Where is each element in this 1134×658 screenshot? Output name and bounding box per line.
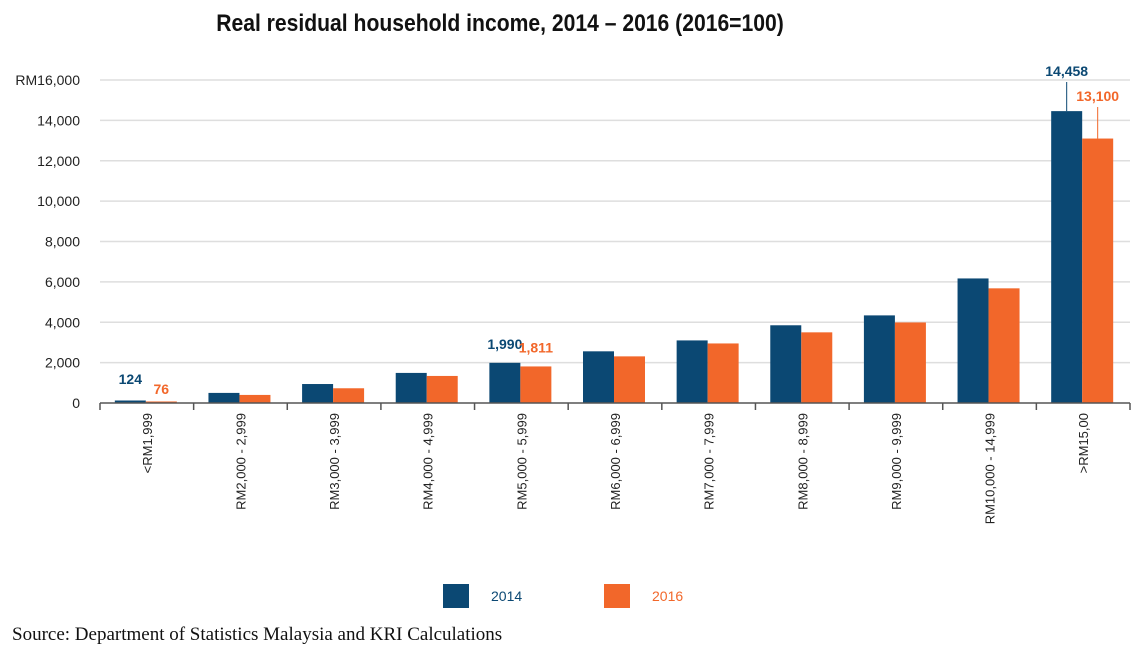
bar-2016 <box>988 288 1020 403</box>
y-tick-label: 10,000 <box>37 193 80 209</box>
legend-label: 2014 <box>491 588 522 604</box>
bar-2016 <box>614 356 645 403</box>
bar-2014 <box>1051 111 1083 404</box>
bar-2014 <box>863 315 895 403</box>
bar-2016 <box>520 366 552 403</box>
legend-swatch-2014 <box>443 584 469 608</box>
x-tick-label: <RM1,999 <box>140 413 155 473</box>
bar-2014 <box>114 400 146 403</box>
x-tick-label: RM7,000 - 7,999 <box>702 413 717 510</box>
x-tick-label: RM4,000 - 4,999 <box>421 413 436 510</box>
bar-2014 <box>208 392 240 403</box>
legend-label: 2016 <box>652 588 683 604</box>
bar-2016 <box>707 343 739 403</box>
data-label: 76 <box>154 381 170 397</box>
data-label: 14,458 <box>1045 63 1088 79</box>
x-tick-label: RM6,000 - 6,999 <box>608 413 623 510</box>
y-tick-label: 0 <box>72 395 80 411</box>
bar-2016 <box>426 375 458 403</box>
y-tick-label: 2,000 <box>45 355 80 371</box>
x-tick-label: RM2,000 - 2,999 <box>233 413 248 510</box>
y-tick-label: 14,000 <box>37 112 80 128</box>
y-tick-label: RM16,000 <box>15 72 80 88</box>
y-tick-label: 4,000 <box>45 314 80 330</box>
bar-2014 <box>676 340 708 403</box>
data-label: 124 <box>119 371 143 387</box>
y-tick-label: 8,000 <box>45 234 80 250</box>
bar-2016 <box>801 332 833 403</box>
bar-2016 <box>239 394 271 403</box>
legend-swatch-2016 <box>604 584 630 608</box>
bar-2014 <box>583 351 614 403</box>
bar-2016 <box>1082 138 1114 403</box>
bar-2016 <box>333 388 365 403</box>
x-tick-label: RM9,000 - 9,999 <box>889 413 904 510</box>
data-label: 1,990 <box>487 336 522 352</box>
x-tick-label: RM8,000 - 8,999 <box>795 413 810 510</box>
data-label: 1,811 <box>519 339 553 355</box>
y-tick-label: 6,000 <box>45 274 80 290</box>
bar-2016 <box>894 322 926 403</box>
bar-2014 <box>957 278 989 403</box>
bar-2014 <box>489 362 521 403</box>
source-note: Source: Department of Statistics Malaysi… <box>12 624 503 645</box>
data-label: 13,100 <box>1076 88 1119 104</box>
bar-2014 <box>302 384 334 403</box>
bar-2014 <box>770 325 802 403</box>
bar-2014 <box>395 372 427 403</box>
bar-2016 <box>145 401 177 403</box>
chart-title: Real residual household income, 2014 – 2… <box>216 10 784 37</box>
y-tick-label: 12,000 <box>37 153 80 169</box>
x-tick-label: RM3,000 - 3,999 <box>327 413 342 510</box>
x-tick-label: >RM15,00 <box>1076 413 1091 473</box>
x-tick-label: RM10,000 - 14,999 <box>983 413 998 524</box>
x-tick-label: RM5,000 - 5,999 <box>514 413 529 510</box>
